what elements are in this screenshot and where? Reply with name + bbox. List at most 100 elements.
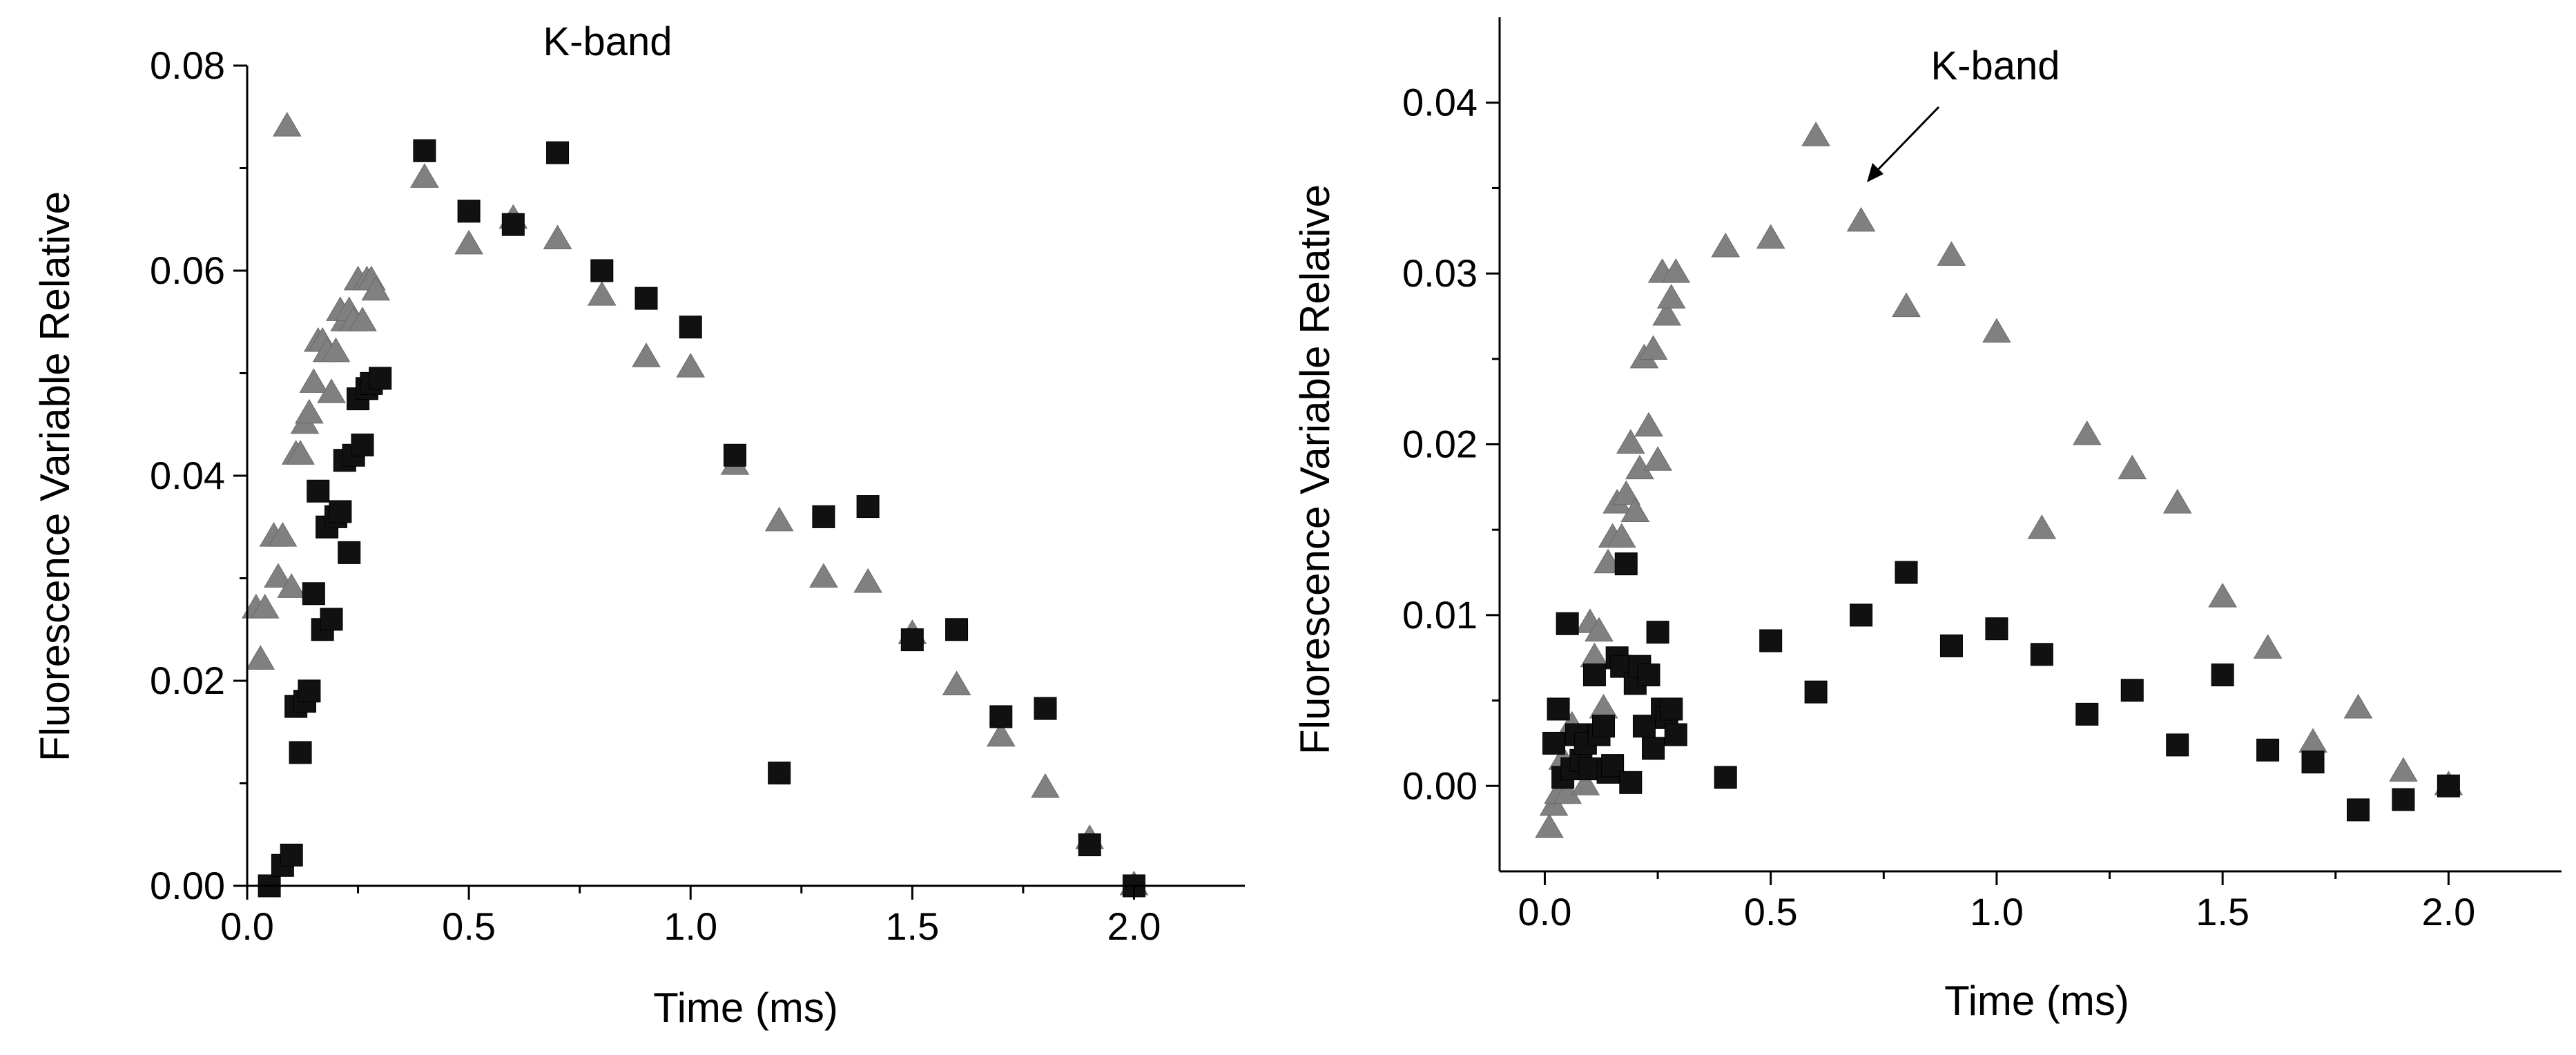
left-squares-point <box>723 443 746 467</box>
right-squares-point <box>1547 697 1570 721</box>
right-triangles-point <box>2208 583 2237 608</box>
left-squares-point <box>945 618 969 641</box>
left-squares-point <box>1034 697 1057 720</box>
left-squares-point <box>302 582 325 606</box>
right-triangles-point <box>1616 429 1645 454</box>
left-squares-point <box>298 679 321 703</box>
right-y-tick-label: 0.02 <box>1402 423 1478 466</box>
right-y-tick-label: 0.01 <box>1402 593 1478 637</box>
left-triangles-point <box>986 722 1016 747</box>
right-data-marks <box>1535 122 2463 838</box>
left-triangles-point <box>268 522 298 547</box>
left-triangles-point <box>317 378 346 403</box>
right-triangles-point <box>1801 122 1830 146</box>
right-squares-point <box>1660 697 1683 721</box>
right-squares-point <box>2301 751 2325 774</box>
right-squares-point <box>2075 702 2099 726</box>
right-squares-point <box>2166 733 2189 757</box>
left-triangles-point <box>250 594 280 619</box>
left-triangles-point <box>632 342 661 367</box>
right-triangles-point <box>1656 284 1686 309</box>
left-squares-point <box>1078 833 1101 857</box>
right-squares-point <box>1664 723 1687 746</box>
right-x-tick-label: 0.0 <box>1518 890 1572 933</box>
left-kband-annotation: K-band <box>543 19 672 64</box>
right-triangles-point <box>1846 206 1876 232</box>
left-squares-point <box>369 367 392 390</box>
right-squares-point <box>1714 766 1737 789</box>
left-squares-point <box>590 259 614 282</box>
right-squares-point <box>1804 680 1828 704</box>
right-annotation-arrow-head <box>1867 163 1883 182</box>
left-triangles-point <box>321 337 351 362</box>
right-squares-point <box>1985 617 2008 641</box>
right-triangles-point <box>1634 412 1663 437</box>
left-data-marks <box>242 112 1149 898</box>
right-squares-point <box>2211 663 2234 686</box>
right-squares-point <box>1542 731 1566 755</box>
right-x-tick-label: 1.5 <box>2196 890 2249 933</box>
right-triangles-point <box>2298 728 2327 753</box>
left-y-tick-label: 0.02 <box>150 659 225 702</box>
right-triangles-point <box>2253 634 2283 659</box>
right-triangles-point <box>2118 454 2147 480</box>
left-axis-ticks: 0.0 0.5 1.0 1.5 2.0 0.00 0.02 0.04 0.06 0.08 <box>150 43 1161 948</box>
right-triangles-point <box>1607 523 1636 548</box>
right-y-axis-title: Fluorescence Variable Relative <box>1292 184 1338 755</box>
right-squares-point <box>1850 603 1873 627</box>
right-x-axis-title: Time (ms) <box>1944 978 2129 1024</box>
left-x-axis-title: Time (ms) <box>653 985 838 1031</box>
right-scatter-panel: 0.0 0.5 1.0 1.5 2.0 0.00 0.01 0.02 0.03 0.04 K-ba… <box>1292 17 2562 1024</box>
right-triangles-point <box>1620 497 1650 522</box>
left-triangles-point <box>587 281 617 306</box>
right-squares-point <box>1646 621 1669 644</box>
right-triangles-point <box>1585 617 1614 642</box>
left-squares-point <box>679 316 702 339</box>
right-triangles-point <box>2072 420 2102 445</box>
right-squares-point <box>2030 643 2053 666</box>
right-triangles-point <box>1711 233 1741 258</box>
left-x-tick-label: 0.0 <box>220 904 274 948</box>
left-y-tick-label: 0.06 <box>150 249 225 292</box>
left-y-tick-label: 0.08 <box>150 43 225 87</box>
right-triangles-point <box>1937 241 1966 266</box>
left-triangles-point <box>853 568 882 593</box>
right-triangles-point <box>1756 224 1785 249</box>
right-squares-point <box>1614 552 1638 576</box>
right-triangles-point <box>1892 292 1921 318</box>
right-squares-point <box>2437 774 2460 797</box>
left-squares-point <box>351 433 374 456</box>
left-x-tick-label: 2.0 <box>1107 904 1161 948</box>
left-squares-point <box>338 541 361 564</box>
right-squares-point <box>2346 798 2370 822</box>
left-triangles-point <box>264 563 293 588</box>
right-squares-point <box>1619 771 1643 794</box>
left-triangles-point <box>272 112 302 137</box>
right-squares-point <box>2392 788 2415 811</box>
right-y-tick-label: 0.03 <box>1402 251 1478 295</box>
right-squares-point <box>1759 629 1783 652</box>
left-triangles-point <box>764 506 794 532</box>
left-triangles-point <box>246 645 275 670</box>
left-squares-point <box>280 843 303 867</box>
right-triangles-point <box>1638 335 1668 360</box>
right-y-tick-label: 0.04 <box>1402 81 1478 124</box>
left-triangles-point <box>543 224 572 249</box>
left-y-tick-label: 0.00 <box>150 864 225 907</box>
left-triangles-point <box>676 353 706 378</box>
left-squares-point <box>768 762 791 785</box>
left-triangles-point <box>286 440 315 465</box>
right-triangles-point <box>1661 258 1691 283</box>
left-x-tick-label: 1.5 <box>885 904 939 948</box>
right-triangles-point <box>2389 757 2418 782</box>
right-triangles-point <box>2343 693 2373 719</box>
right-y-tick-label: 0.00 <box>1402 764 1478 807</box>
right-squares-point <box>1895 561 1918 584</box>
left-triangles-point <box>454 229 483 255</box>
left-triangles-point <box>348 307 377 331</box>
right-x-tick-label: 0.5 <box>1744 890 1798 933</box>
left-squares-point <box>989 705 1013 728</box>
right-triangles-point <box>1611 480 1641 505</box>
right-triangles-point <box>1643 446 1672 471</box>
